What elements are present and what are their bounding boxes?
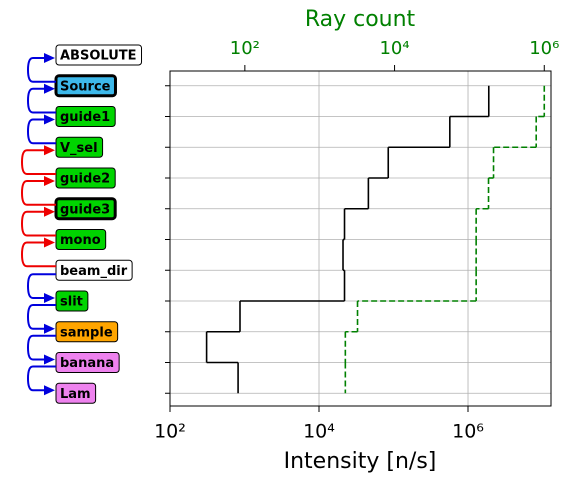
x-tick-label: 10⁶: [452, 421, 484, 443]
component-box: [55, 290, 89, 312]
relation-arrow: [26, 334, 56, 361]
component-label: Lam: [60, 387, 91, 402]
component-box: [55, 352, 120, 373]
relation-arrow: [26, 365, 56, 392]
relation-arrow: [26, 57, 56, 83]
component-box: [55, 382, 97, 404]
relation-arrow: [20, 210, 56, 237]
x-tick-label: 10²: [154, 421, 186, 443]
arrow-head: [44, 83, 55, 94]
arrow-head: [44, 354, 55, 365]
component-box: [55, 44, 143, 66]
relation-arrow: [26, 118, 56, 145]
x2-tick-label: 10²: [230, 38, 260, 59]
relation-arrow: [20, 180, 56, 206]
component-label: guide2: [60, 172, 110, 187]
component-label: guide3: [60, 202, 110, 217]
component-box: [54, 74, 117, 98]
component-label: slit: [60, 295, 83, 310]
component-box: [54, 197, 117, 221]
arrow-head: [44, 293, 55, 303]
arrow-head: [44, 237, 55, 248]
relation-arrow: [20, 241, 56, 268]
component-box: [55, 136, 104, 158]
component-label: sample: [60, 325, 113, 340]
arrow-head: [44, 114, 55, 125]
arrow-head: [44, 323, 55, 334]
component-box: [55, 259, 133, 281]
arrow-head: [44, 145, 55, 156]
x2-axis-label: Ray count: [305, 7, 416, 32]
component-label: banana: [60, 356, 114, 371]
component-box: [55, 321, 119, 343]
relation-arrow: [26, 273, 56, 299]
arrow-head: [44, 53, 55, 63]
relation-arrow: [20, 149, 56, 175]
arrow-head: [44, 206, 55, 217]
arrow-head: [44, 176, 55, 186]
x-axis-label: Intensity [n/s]: [284, 449, 437, 474]
component-box: [55, 167, 116, 189]
component-label: beam_dir: [60, 264, 128, 279]
plot-frame: [169, 70, 552, 407]
component-label: Source: [60, 79, 111, 94]
arrow-head: [44, 385, 55, 396]
x-tick-label: 10⁴: [303, 421, 335, 443]
component-box: [55, 229, 107, 250]
component-label: V_sel: [60, 141, 98, 156]
relation-arrow: [26, 304, 56, 330]
relation-arrow: [26, 87, 56, 114]
component-label: mono: [60, 233, 101, 248]
component-label: ABSOLUTE: [60, 49, 137, 64]
x2-tick-label: 10⁴: [379, 38, 409, 59]
component-label: guide1: [60, 110, 110, 125]
component-box: [55, 106, 116, 127]
x2-tick-label: 10⁶: [529, 38, 559, 59]
